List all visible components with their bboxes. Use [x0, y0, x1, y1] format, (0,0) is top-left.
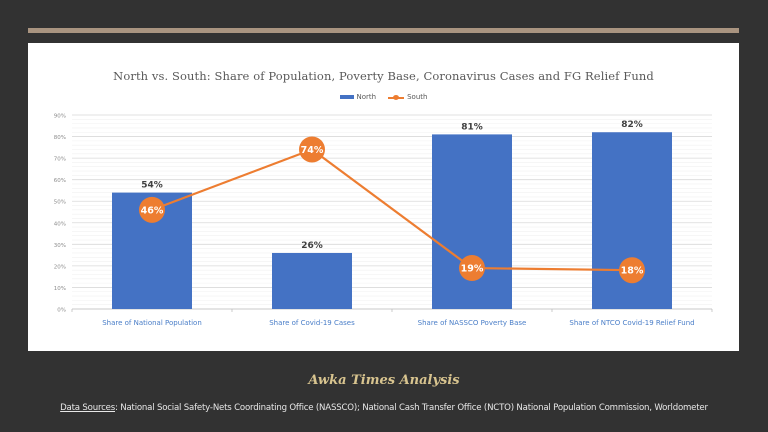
point-data-label: 19%: [461, 264, 484, 275]
y-tick-label: 20%: [54, 264, 66, 270]
x-category-label: Share of Covid-19 Cases: [269, 319, 355, 327]
point-south: [619, 257, 645, 284]
chart-title: North vs. South: Share of Population, Po…: [113, 69, 654, 83]
x-category-label: Share of NASSCO Poverty Base: [418, 319, 527, 327]
bar-north: [272, 252, 352, 309]
x-category-label: Share of National Population: [102, 319, 202, 327]
y-tick-label: 80%: [54, 135, 66, 141]
legend-swatch-south: [388, 93, 405, 101]
bar-data-label: 54%: [141, 181, 163, 191]
data-sources-text: : National Social Safety-Nets Coordinati…: [115, 403, 708, 413]
point-south: [139, 196, 165, 223]
point-data-label: 74%: [301, 145, 324, 156]
footer-title: Awka Times Analysis: [308, 373, 460, 388]
x-category-label: Share of NTCO Covid-19 Relief Fund: [569, 319, 694, 327]
y-tick-label: 50%: [54, 200, 66, 206]
y-tick-label: 70%: [54, 157, 66, 163]
legend-item-south: South: [388, 93, 427, 101]
chart-legend: North South: [28, 93, 739, 101]
y-tick-label: 40%: [54, 221, 66, 227]
data-sources-label: Data Sources: [60, 403, 115, 413]
point-south: [299, 136, 325, 163]
y-tick-label: 30%: [54, 243, 66, 249]
point-south: [459, 255, 485, 282]
legend-swatch-north: [339, 95, 354, 99]
legend-label-north: North: [356, 93, 377, 101]
line-south: [151, 148, 633, 272]
bar-north: [432, 134, 512, 309]
y-tick-label: 10%: [54, 286, 66, 292]
data-sources: Data Sources: National Social Safety-Net…: [0, 403, 768, 413]
legend-label-south: South: [407, 93, 428, 101]
y-tick-label: 0%: [57, 308, 66, 314]
point-data-label: 18%: [621, 266, 644, 277]
y-tick-label: 60%: [54, 178, 66, 184]
bar-data-label: 81%: [461, 122, 483, 132]
point-data-label: 46%: [141, 205, 164, 216]
y-tick-label: 90%: [54, 114, 66, 120]
header-accent-bar: [28, 28, 739, 33]
legend-item-north: North: [339, 93, 377, 101]
bar-data-label: 26%: [301, 241, 323, 251]
bar-data-label: 82%: [621, 120, 643, 130]
